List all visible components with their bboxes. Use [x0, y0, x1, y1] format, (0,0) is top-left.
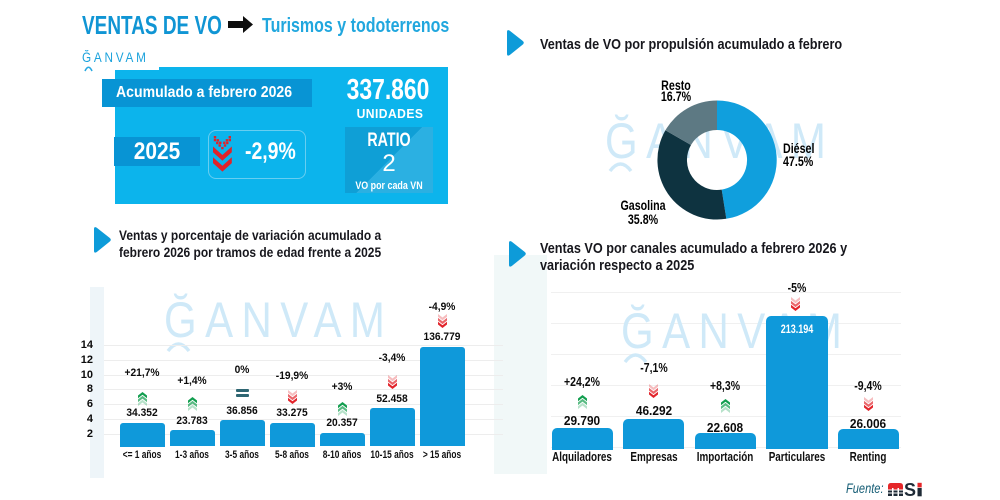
svg-text:S: S [904, 480, 916, 497]
